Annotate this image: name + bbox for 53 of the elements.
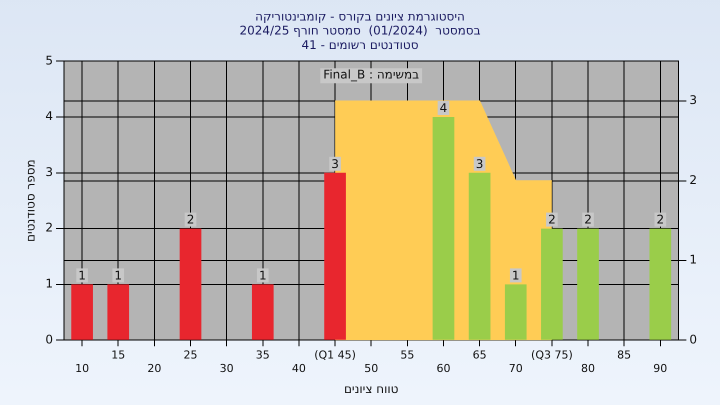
x-tick-label: 10 — [75, 362, 90, 375]
data-label: 4 — [440, 101, 448, 116]
annotation: Final_B : במשימה — [323, 67, 420, 82]
x-tick-label: 30 — [220, 362, 234, 375]
data-label: 2 — [186, 212, 194, 227]
chart-title: היסטוגרמת ציונים בקורס - קומבינטוריקה בסמסטר (01/2024) סמסטר חורף 2024/25 סטודנטים רשומים - 41 — [239, 9, 481, 52]
data-label: 1 — [114, 268, 122, 283]
y-tick-label: 1 — [45, 276, 54, 291]
data-label: 2 — [656, 212, 664, 227]
x-tick-label: 40 — [292, 362, 306, 375]
x-tick-label: 80 — [581, 362, 596, 375]
data-label: 3 — [331, 156, 339, 171]
y2-tick-label: 1 — [689, 252, 698, 267]
bar — [577, 228, 599, 340]
data-label: 1 — [258, 268, 267, 283]
y-tick-label: 5 — [45, 53, 54, 68]
bar — [468, 172, 490, 340]
bar — [504, 284, 527, 340]
x-tick-label: 60 — [436, 362, 450, 375]
x-tick-label: 65 — [472, 348, 487, 362]
data-label: 2 — [584, 212, 592, 227]
x-tick-label: (Q1 45) — [314, 348, 356, 362]
y-tick-label: 4 — [45, 109, 54, 124]
x-tick-label: 70 — [508, 362, 523, 375]
bar — [252, 284, 274, 340]
x-axis-title: טווח ציונים — [344, 382, 399, 396]
data-label: 1 — [78, 268, 86, 283]
bar — [649, 228, 672, 340]
data-label: 2 — [548, 212, 556, 227]
x-tick-label: 25 — [184, 348, 198, 362]
y-axis-title: מספר סטודנטים — [23, 159, 38, 242]
x-tick-label: 20 — [147, 362, 162, 375]
x-tick-label: (Q3 75) — [531, 348, 573, 362]
bar — [432, 117, 454, 340]
bar — [180, 228, 202, 340]
x-tick-label: 15 — [111, 348, 126, 362]
y2-tick-label: 2 — [689, 172, 698, 187]
data-label: 1 — [512, 268, 520, 283]
x-tick-label: 55 — [400, 348, 414, 362]
bar — [324, 172, 346, 340]
x-tick-label: 50 — [364, 362, 378, 375]
bar — [107, 284, 130, 340]
y-tick-label: 2 — [45, 220, 54, 235]
x-tick-label: 85 — [617, 348, 632, 362]
x-tick-label: 90 — [653, 362, 668, 375]
y-tick-label: 0 — [45, 332, 54, 346]
data-label: 3 — [476, 156, 484, 171]
y2-tick-label: 0 — [689, 332, 698, 346]
bar — [71, 284, 93, 340]
y2-tick-label: 3 — [689, 93, 698, 108]
y-tick-label: 3 — [45, 164, 54, 179]
x-tick-label: 35 — [256, 348, 270, 362]
bar — [541, 228, 563, 340]
